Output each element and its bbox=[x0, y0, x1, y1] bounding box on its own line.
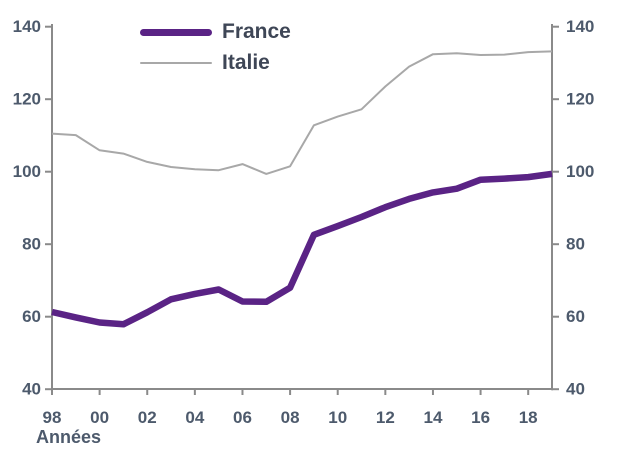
y-tick-label-left: 120 bbox=[13, 90, 41, 109]
y-tick-label-right: 40 bbox=[566, 380, 585, 399]
y-tick-label-left: 60 bbox=[22, 307, 41, 326]
y-tick-label-right: 60 bbox=[566, 307, 585, 326]
x-tick-label: 00 bbox=[90, 408, 109, 427]
y-tick-label-left: 40 bbox=[22, 380, 41, 399]
france-line-swatch bbox=[140, 28, 212, 36]
y-tick-label-right: 120 bbox=[566, 90, 594, 109]
y-tick-label-right: 80 bbox=[566, 235, 585, 254]
x-tick-label: 98 bbox=[43, 408, 62, 427]
x-tick-label: 18 bbox=[519, 408, 538, 427]
legend-item-france: France bbox=[140, 20, 291, 44]
x-tick-label: 12 bbox=[376, 408, 395, 427]
x-tick-label: 04 bbox=[185, 408, 204, 427]
italie-line bbox=[51, 50, 553, 175]
x-tick-label: 08 bbox=[281, 408, 300, 427]
italie-line-swatch bbox=[140, 62, 212, 64]
x-tick-label: 06 bbox=[233, 408, 252, 427]
france-line bbox=[51, 170, 553, 328]
legend-label-italie: Italie bbox=[222, 51, 270, 74]
x-tick-label: 10 bbox=[328, 408, 347, 427]
y-tick-label-right: 140 bbox=[566, 17, 594, 36]
legend-item-italie: Italie bbox=[140, 51, 270, 75]
y-tick-label-left: 100 bbox=[13, 162, 41, 181]
x-tick-label: 14 bbox=[423, 408, 442, 427]
legend-label-france: France bbox=[222, 20, 291, 43]
y-tick-label-left: 140 bbox=[13, 17, 41, 36]
x-axis-title: Années bbox=[36, 427, 102, 447]
y-tick-label-right: 100 bbox=[566, 162, 594, 181]
y-tick-label-left: 80 bbox=[22, 235, 41, 254]
x-tick-label: 16 bbox=[471, 408, 490, 427]
x-tick-label: 02 bbox=[138, 408, 157, 427]
